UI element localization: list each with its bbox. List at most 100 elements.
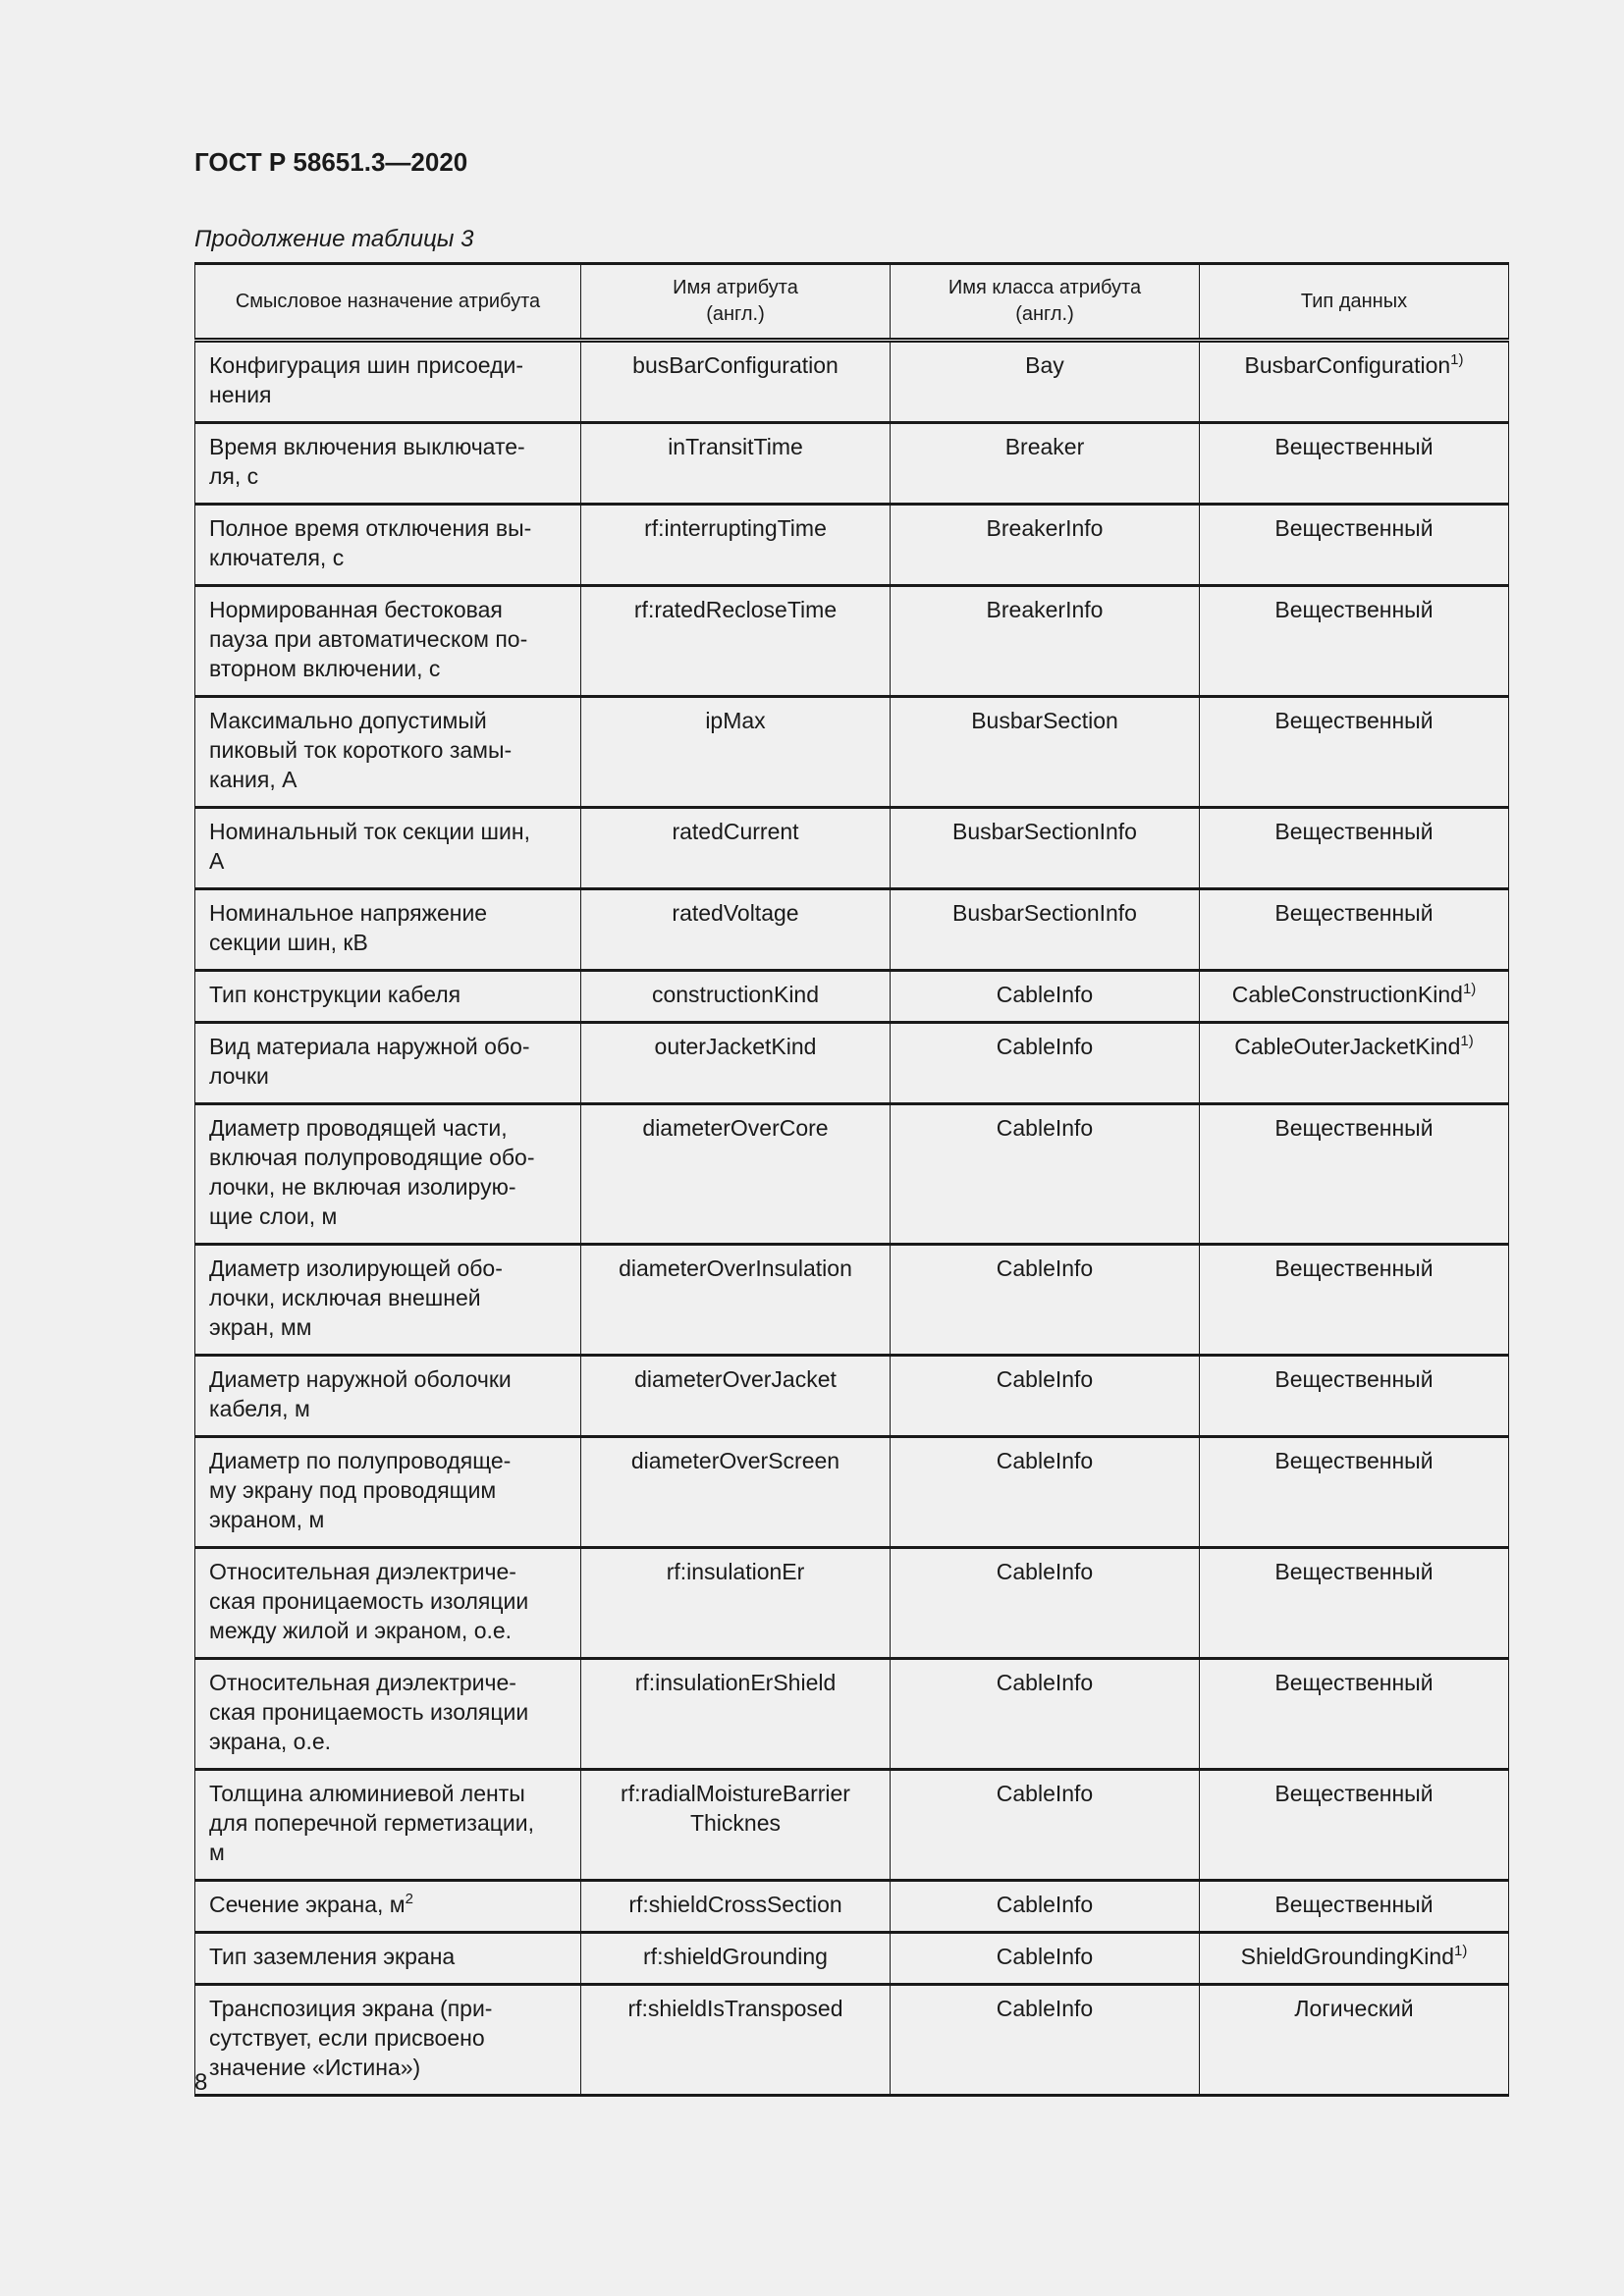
cell-cls: BreakerInfo (890, 584, 1200, 698)
cell-meaning: Диаметр наружной оболочки кабеля, м (194, 1354, 581, 1438)
cell-cls: CableInfo (890, 1983, 1200, 2097)
cell-attr: busBarConfiguration (580, 339, 891, 424)
cell-text: Конфигурация шин присоеди- нения (209, 352, 523, 407)
cell-attr: rf:ratedRecloseTime (580, 584, 891, 698)
table-row: Вид материала наружной обо- лочки outerJa… (194, 1021, 1509, 1105)
cell-text: diameterOverCore (642, 1115, 829, 1141)
cell-type: CableConstructionKind1) (1199, 969, 1509, 1024)
cell-text: BusbarSectionInfo (952, 819, 1137, 844)
cell-text: Время включения выключате- ля, с (209, 434, 525, 489)
cell-cls: CableInfo (890, 1435, 1200, 1549)
cell-text: Логический (1294, 1996, 1414, 2021)
cell-text: ipMax (705, 708, 766, 733)
cell-meaning: Относительная диэлектриче- ская проницае… (194, 1657, 581, 1771)
cell-meaning: Конфигурация шин присоеди- нения (194, 339, 581, 424)
cell-text: CableInfo (996, 1034, 1094, 1059)
cell-text: CableOuterJacketKind (1234, 1034, 1461, 1059)
superscript: 1) (1460, 1033, 1474, 1049)
superscript: 2 (405, 1891, 413, 1907)
table-row: Полное время отключения вы- ключателя, с… (194, 503, 1509, 587)
table-row: Максимально допустимый пиковый ток корот… (194, 695, 1509, 809)
table-row: Диаметр наружной оболочки кабеля, м diame… (194, 1354, 1509, 1438)
cell-text: CableConstructionKind (1231, 982, 1463, 1007)
cell-attr: inTransitTime (580, 421, 891, 506)
cell-cls: CableInfo (890, 1931, 1200, 1986)
cell-type: Вещественный (1199, 1768, 1509, 1882)
table-row: Относительная диэлектриче- ская проницае… (194, 1546, 1509, 1660)
cell-type: CableOuterJacketKind1) (1199, 1021, 1509, 1105)
table-row: Диаметр по полупроводяще- му экрану под … (194, 1435, 1509, 1549)
table-row: Время включения выключате- ля, с inTransi… (194, 421, 1509, 506)
cell-type: Вещественный (1199, 806, 1509, 890)
cell-meaning: Время включения выключате- ля, с (194, 421, 581, 506)
cell-meaning: Относительная диэлектриче- ская проницае… (194, 1546, 581, 1660)
cell-text: Вещественный (1274, 1781, 1434, 1806)
cell-text: Вещественный (1274, 1892, 1434, 1917)
cell-text: BusbarSection (971, 708, 1118, 733)
cell-text: diameterOverJacket (634, 1366, 837, 1392)
cell-text: constructionKind (651, 982, 820, 1007)
cell-text: ShieldGroundingKind (1240, 1944, 1455, 1969)
cell-type: Вещественный (1199, 1879, 1509, 1934)
cell-text: Диаметр по полупроводяще- му экрану под … (209, 1448, 512, 1532)
cell-cls: CableInfo (890, 1102, 1200, 1246)
cell-text: rf:interruptingTime (644, 515, 827, 541)
table-row: Нормированная бестоковая пауза при автом… (194, 584, 1509, 698)
cell-text: Диаметр изолирующей обо- лочки, исключая… (209, 1255, 503, 1340)
cell-type: Вещественный (1199, 584, 1509, 698)
cell-meaning: Максимально допустимый пиковый ток корот… (194, 695, 581, 809)
cell-type: Вещественный (1199, 1546, 1509, 1660)
table-row: Номинальное напряжение секции шин, кВ rat… (194, 887, 1509, 972)
cell-text: CableInfo (996, 1781, 1094, 1806)
cell-type: Вещественный (1199, 695, 1509, 809)
cell-attr: rf:shieldIsTransposed (580, 1983, 891, 2097)
cell-meaning: Диаметр изолирующей обо- лочки, исключая… (194, 1243, 581, 1357)
cell-text: rf:radialMoistureBarrier Thicknes (621, 1781, 850, 1836)
cell-text: rf:ratedRecloseTime (633, 597, 838, 622)
cell-text: outerJacketKind (654, 1034, 817, 1059)
table-row: Сечение экрана, м2 rf:shieldCrossSection C… (194, 1879, 1509, 1934)
table-row: Тип заземления экрана rf:shieldGrounding C… (194, 1931, 1509, 1986)
cell-attr: rf:shieldCrossSection (580, 1879, 891, 1934)
cell-meaning: Полное время отключения вы- ключателя, с (194, 503, 581, 587)
attributes-table: Смысловое назначение атрибута Имя атрибу… (194, 262, 1509, 2097)
cell-text: Диаметр наружной оболочки кабеля, м (209, 1366, 512, 1421)
cell-cls: CableInfo (890, 1354, 1200, 1438)
cell-type: Логический (1199, 1983, 1509, 2097)
cell-meaning: Толщина алюминиевой ленты для поперечной… (194, 1768, 581, 1882)
cell-attr: ratedVoltage (580, 887, 891, 972)
cell-text: Вещественный (1274, 819, 1434, 844)
table-header-row: Смысловое назначение атрибута Имя атрибу… (194, 262, 1509, 343)
cell-text: BusbarSectionInfo (952, 900, 1137, 926)
cell-text: diameterOverInsulation (619, 1255, 852, 1281)
cell-cls: CableInfo (890, 969, 1200, 1024)
cell-text: CableInfo (996, 1115, 1094, 1141)
cell-text: Вещественный (1274, 1670, 1434, 1695)
cell-meaning: Вид материала наружной обо- лочки (194, 1021, 581, 1105)
table-row: Диаметр изолирующей обо- лочки, исключая… (194, 1243, 1509, 1357)
cell-text: ratedCurrent (672, 819, 799, 844)
cell-type: BusbarConfiguration1) (1199, 339, 1509, 424)
cell-text: rf:shieldIsTransposed (627, 1996, 843, 2021)
cell-cls: Bay (890, 339, 1200, 424)
cell-text: ratedVoltage (672, 900, 799, 926)
cell-text: Bay (1025, 352, 1064, 378)
cell-attr: rf:radialMoistureBarrier Thicknes (580, 1768, 891, 1882)
page-number: 8 (194, 2069, 208, 2096)
column-header: Имя класса атрибута (англ.) (890, 262, 1200, 343)
cell-cls: CableInfo (890, 1768, 1200, 1882)
cell-attr: rf:interruptingTime (580, 503, 891, 587)
cell-text: Сечение экрана, м (209, 1892, 406, 1917)
cell-type: Вещественный (1199, 1243, 1509, 1357)
cell-meaning: Диаметр проводящей части, включая полупр… (194, 1102, 581, 1246)
cell-meaning: Тип конструкции кабеля (194, 969, 581, 1024)
cell-attr: rf:shieldGrounding (580, 1931, 891, 1986)
cell-cls: BreakerInfo (890, 503, 1200, 587)
cell-cls: BusbarSectionInfo (890, 887, 1200, 972)
column-header: Смысловое назначение атрибута (194, 262, 581, 343)
cell-text: Тип конструкции кабеля (209, 982, 461, 1007)
cell-type: Вещественный (1199, 1657, 1509, 1771)
cell-text: Вещественный (1274, 1559, 1434, 1584)
cell-text: diameterOverScreen (630, 1448, 840, 1473)
cell-text: Диаметр проводящей части, включая полупр… (209, 1115, 535, 1229)
